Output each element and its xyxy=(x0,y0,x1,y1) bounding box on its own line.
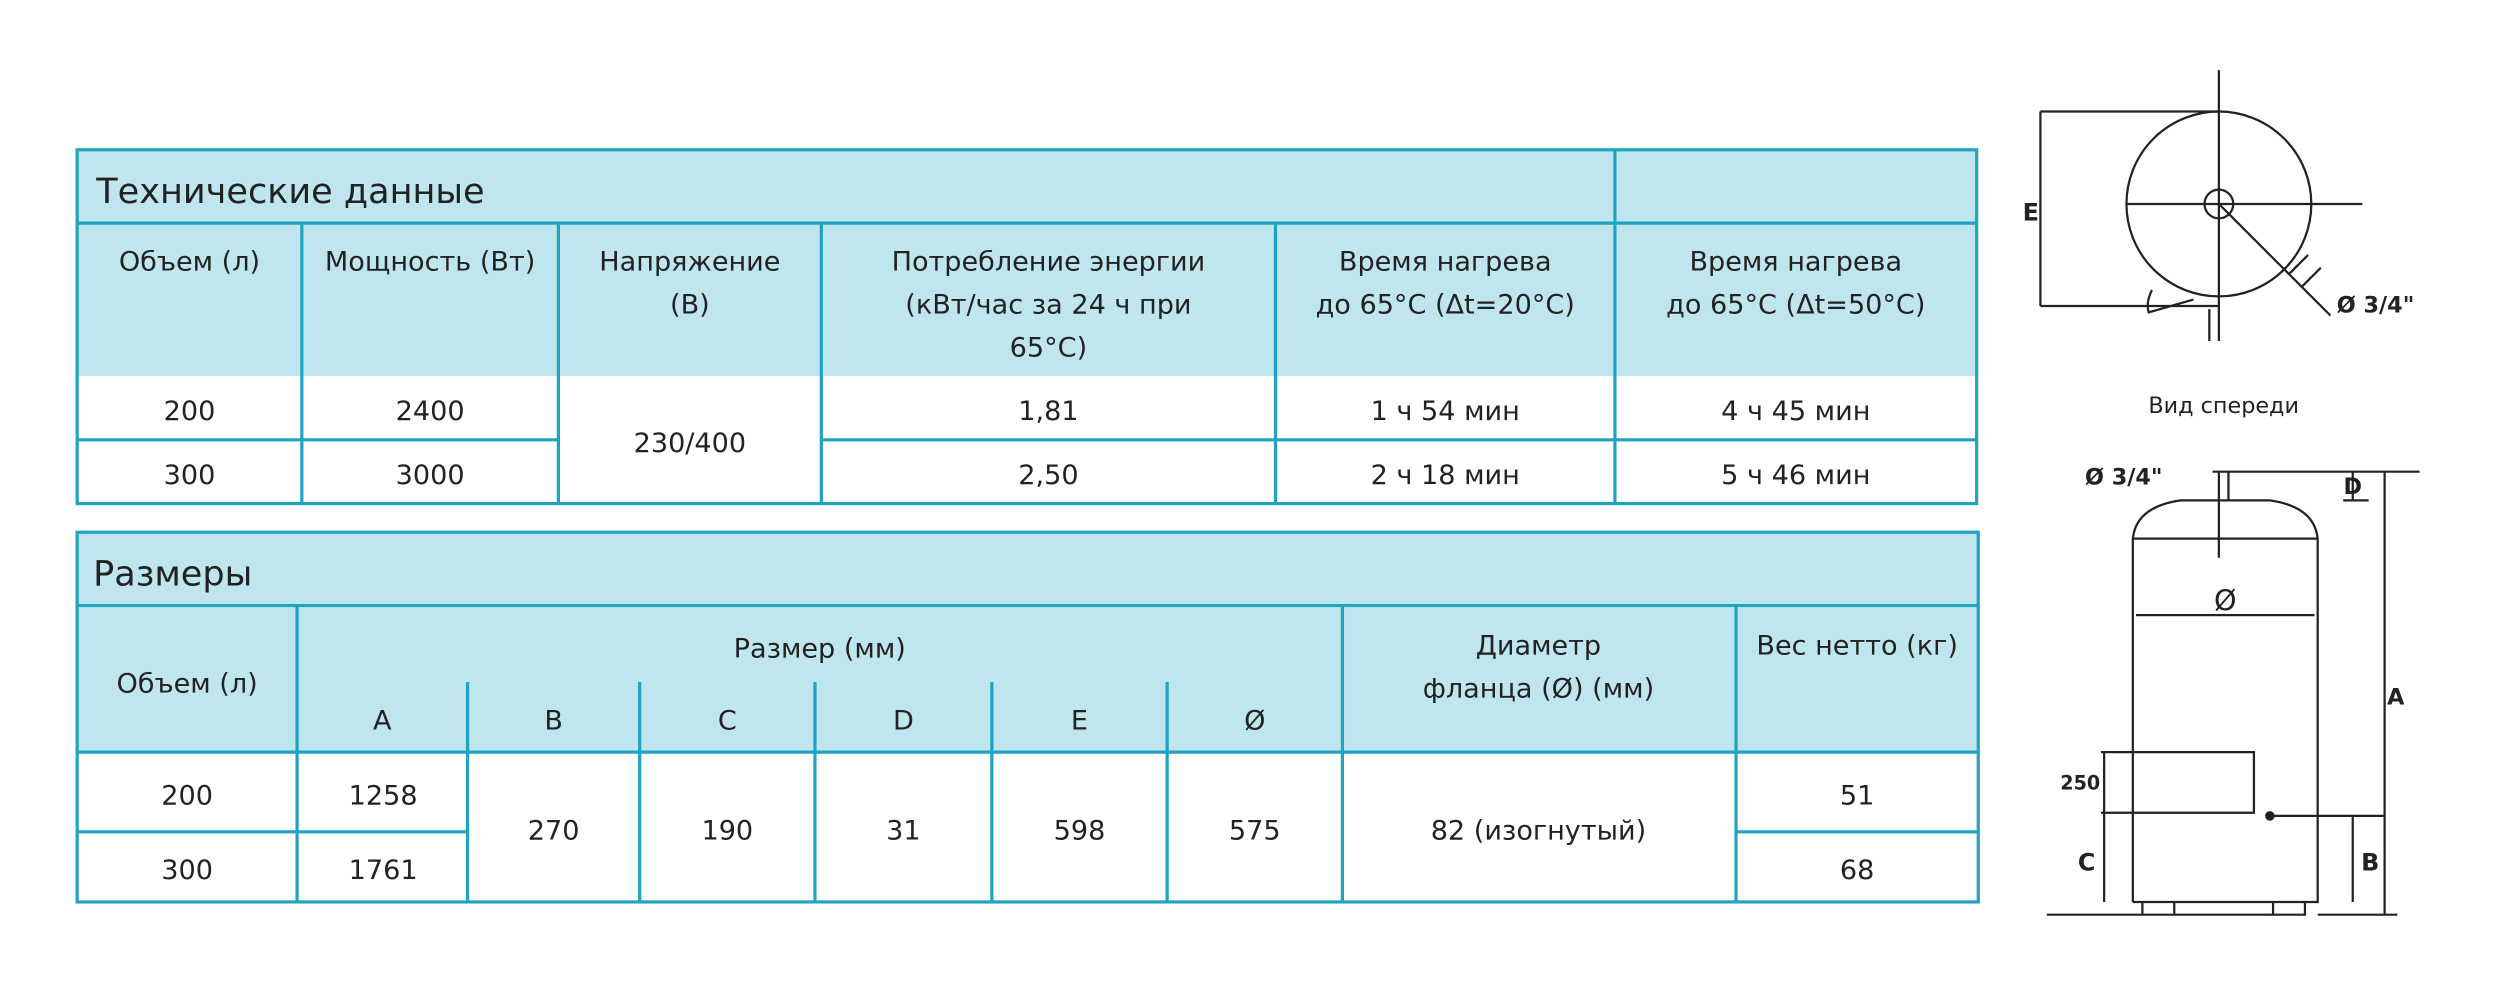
view-caption: Вид спереди xyxy=(2148,393,2299,419)
cell: 4 ч 45 мин xyxy=(1721,396,1870,427)
dimension-label: D xyxy=(2343,474,2362,500)
cell: 190 xyxy=(701,815,753,846)
header-fill xyxy=(77,532,1979,753)
column-header: Потребление энергии xyxy=(892,246,1206,277)
drawing xyxy=(2039,70,2420,916)
table-grid xyxy=(77,603,1979,902)
column-header: E xyxy=(1071,705,1088,736)
cell: 2 ч 18 мин xyxy=(1371,460,1520,491)
column-header: Мощность (Вт) xyxy=(325,246,535,277)
column-header: C xyxy=(718,705,737,736)
column-header: до 65°C (Δt=50°C) xyxy=(1666,289,1925,320)
column-header: Объем (л) xyxy=(116,669,257,700)
table-border xyxy=(75,530,1980,904)
column-header: Время нагрева xyxy=(1689,246,1902,277)
cell: 598 xyxy=(1054,815,1106,846)
dimension-label: 250 xyxy=(2060,772,2100,795)
column-header: A xyxy=(373,705,392,736)
cell: 1 ч 54 мин xyxy=(1371,396,1520,427)
cell: 1,81 xyxy=(1018,396,1078,427)
dimension-label: Ø xyxy=(2214,583,2237,617)
table-grid xyxy=(77,149,1977,504)
cell: 300 xyxy=(164,460,216,491)
cell: 31 xyxy=(886,815,920,846)
column-header: до 65°C (Δt=20°C) xyxy=(1316,289,1575,320)
cell: 270 xyxy=(528,815,580,846)
cell: 82 (изогнутый) xyxy=(1431,815,1646,846)
dimension-label: C xyxy=(2078,849,2096,877)
column-header: (В) xyxy=(670,289,710,320)
cell: 575 xyxy=(1229,815,1281,846)
dimension-label: B xyxy=(2361,849,2379,877)
column-header: Напряжение xyxy=(599,246,780,277)
cell: 230/400 xyxy=(634,428,747,459)
table-title: Размеры xyxy=(93,553,252,594)
cell: 51 xyxy=(1840,780,1874,811)
dimension-label: Ø 3/4" xyxy=(2085,465,2163,491)
column-header: фланца (Ø) (мм) xyxy=(1423,674,1654,705)
header-fill xyxy=(77,149,1977,377)
cell: 3000 xyxy=(396,460,465,491)
cell: 2400 xyxy=(396,396,465,427)
cell: 2,50 xyxy=(1018,460,1078,491)
column-header: Ø xyxy=(1244,705,1265,736)
dimension-label: Ø 3/4" xyxy=(2337,292,2415,318)
table-title: Технические данные xyxy=(95,171,484,212)
cell: 300 xyxy=(161,855,213,886)
cell: 1258 xyxy=(349,780,418,811)
column-header: 65°C) xyxy=(1010,332,1087,363)
dimension-label: E xyxy=(2023,199,2039,227)
cell: 5 ч 46 мин xyxy=(1721,460,1870,491)
column-header: D xyxy=(893,705,914,736)
column-header: Размер (мм) xyxy=(734,634,906,665)
column-header: (кВт/час за 24 ч при xyxy=(905,289,1191,320)
cell: 1761 xyxy=(349,855,418,886)
tables xyxy=(75,148,1980,904)
column-header: Объем (л) xyxy=(119,246,260,277)
table-border xyxy=(75,148,1979,506)
dimension-label: A xyxy=(2387,684,2405,710)
column-header: Диаметр xyxy=(1476,630,1601,661)
column-header: B xyxy=(544,705,563,736)
cell: 68 xyxy=(1840,855,1874,886)
cell: 200 xyxy=(164,396,216,427)
column-header: Вес нетто (кг) xyxy=(1756,630,1958,661)
column-header: Время нагрева xyxy=(1339,246,1552,277)
cell: 200 xyxy=(161,780,213,811)
